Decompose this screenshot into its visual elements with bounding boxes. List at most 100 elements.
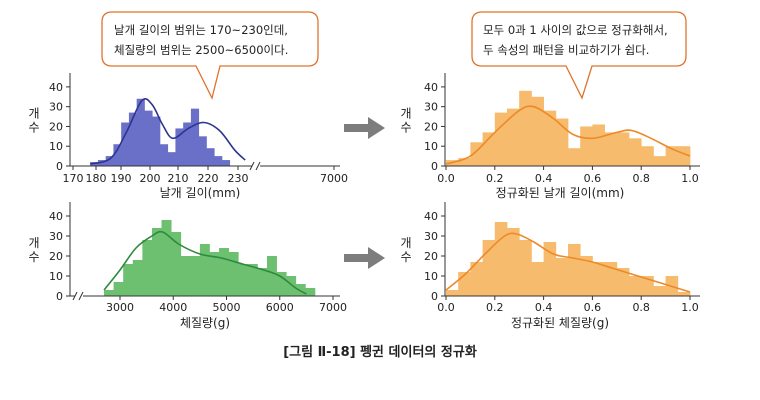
- flipper_norm-y-label-1: 수: [400, 121, 411, 135]
- flipper_raw-y-tick-label-0: 0: [56, 160, 63, 173]
- flipper_raw-bar-10: [167, 152, 176, 166]
- flipper_norm-x-tick-label-5: 1.0: [681, 172, 699, 185]
- flipper_norm-x-tick-label-4: 0.8: [632, 172, 650, 185]
- flipper_norm-y-tick-label-30: 30: [424, 101, 438, 114]
- mass_raw-bar-11: [209, 252, 220, 296]
- flipper_raw-bar-11: [175, 128, 184, 166]
- mass_norm-bar-12: [592, 262, 605, 296]
- mass_norm-y-tick-label-40: 40: [424, 210, 438, 223]
- mass_raw-y-tick-label-20: 20: [49, 250, 63, 263]
- mass_raw-y-tick-label-30: 30: [49, 230, 63, 243]
- flipper_norm-bar-6: [519, 90, 532, 166]
- figure-caption: [그림 Ⅱ-18] 펭귄 데이터의 정규화: [283, 344, 477, 360]
- flipper_raw-x-tick-label-3: 200: [140, 172, 161, 185]
- callout-left-line-1: 날개 길이의 범위는 170~230인데,: [114, 23, 288, 37]
- flipper_raw-bar-9: [159, 144, 169, 166]
- flipper_norm-x-tick-label-0: 0.0: [437, 172, 455, 185]
- flipper_raw-bar-5: [128, 112, 138, 166]
- mass_norm-bar-7: [531, 262, 544, 296]
- mass_norm-bar-15: [629, 276, 642, 296]
- flipper_norm-bar-18: [665, 146, 679, 166]
- mass_raw-y-label-0: 개: [28, 236, 39, 250]
- flipper_raw-y-tick-label-30: 30: [49, 101, 63, 114]
- mass_norm-x-tick-label-0: 0.0: [437, 301, 455, 314]
- mass_norm-x-tick-label-1: 0.2: [486, 301, 504, 314]
- mass_norm-bar-3: [482, 240, 496, 296]
- mass_raw-bar-10: [199, 244, 210, 296]
- mass_norm-x-tick-label-2: 0.4: [535, 301, 553, 314]
- flipper_norm-bar-14: [616, 132, 630, 166]
- kde-lines-layer: [89, 98, 691, 295]
- flipper_norm-x-tick-label-1: 0.2: [486, 172, 504, 185]
- flipper_norm-bar-16: [641, 146, 654, 166]
- flipper_raw-bar-16: [214, 156, 223, 166]
- mass_norm-x-label: 정규화된 체질량(g): [511, 316, 609, 330]
- flipper_norm-y-label-0: 개: [400, 107, 411, 121]
- flipper_raw-y-tick-label-40: 40: [49, 81, 63, 94]
- mass_raw-bar-1: [113, 282, 124, 296]
- mass_norm-y-tick-label-20: 20: [424, 250, 438, 263]
- flipper_raw-bar-13: [190, 108, 200, 166]
- mass_norm-y-tick-label-30: 30: [424, 230, 438, 243]
- flipper_raw-bar-2: [105, 156, 114, 166]
- mass_norm-y-label-1: 수: [400, 250, 411, 264]
- mass_raw-bar-2: [123, 264, 134, 296]
- mass_norm-bar-6: [519, 240, 532, 296]
- mass_raw-bar-15: [247, 264, 258, 296]
- flipper_raw-axis-break: [249, 161, 261, 171]
- callout-right-bubble: [471, 11, 687, 100]
- mass_raw-bar-17: [266, 256, 277, 296]
- mass_norm-y-label-0: 개: [400, 236, 411, 250]
- flipper_raw-x-tick-label-6: 230: [228, 172, 249, 185]
- mass_raw-bar-19: [286, 276, 297, 296]
- flipper_norm-y-tick-label-10: 10: [424, 140, 438, 153]
- mass_norm-bar-9: [555, 258, 569, 296]
- mass_raw-bar-9: [190, 256, 201, 296]
- flipper_raw-y-label-1: 수: [28, 121, 39, 135]
- bars-layer: [90, 90, 691, 296]
- mass_raw-bar-21: [305, 288, 316, 296]
- flipper_norm-bar-7: [531, 96, 544, 166]
- mass_raw-x-tick-label-1: 4000: [159, 301, 187, 314]
- flipper_norm-kde-line: [445, 105, 691, 165]
- mass_norm-y-tick-label-10: 10: [424, 270, 438, 283]
- flipper_raw-bar-1: [97, 160, 107, 166]
- flipper_raw-x-tick-label-1: 180: [86, 172, 107, 185]
- mass_norm-bar-16: [641, 276, 654, 296]
- mass_norm-bar-11: [580, 256, 593, 296]
- flipper_norm-y-tick-label-40: 40: [424, 81, 438, 94]
- flipper_raw-bar-15: [206, 148, 215, 166]
- flipper_norm-bar-9: [555, 118, 569, 166]
- arrow-right-top: [344, 117, 385, 139]
- arrow-right-bottom: [344, 247, 385, 269]
- flipper_norm-x-label: 정규화된 날개 길이(mm): [496, 186, 625, 200]
- mass_norm-bar-0: [446, 290, 459, 296]
- flipper_norm-bar-10: [568, 148, 581, 166]
- mass_raw-bar-5: [151, 228, 162, 296]
- flipper_raw-y-label-0: 개: [28, 107, 39, 121]
- flipper_norm-bar-1: [458, 158, 471, 166]
- mass_raw-x-tick-label-0: 3000: [106, 301, 134, 314]
- flipper_norm-bar-17: [653, 156, 666, 166]
- flipper_norm-y-tick-label-20: 20: [424, 120, 438, 133]
- flipper_norm-bar-5: [507, 108, 520, 166]
- mass_norm-bar-4: [494, 222, 508, 296]
- mass_norm-bar-10: [568, 244, 581, 296]
- mass_raw-y-tick-label-10: 10: [49, 270, 63, 283]
- mass_norm-bar-5: [507, 228, 520, 296]
- flipper_norm-x-tick-label-2: 0.4: [535, 172, 553, 185]
- mass_norm-x-tick-label-4: 0.8: [632, 301, 650, 314]
- mass_raw-axis-break: [72, 291, 84, 301]
- mass_raw-bar-13: [228, 252, 239, 296]
- flipper_raw-bar-8: [152, 116, 161, 166]
- mass_raw-bar-12: [219, 248, 230, 296]
- flipper_raw-x-label: 날개 길이(mm): [160, 186, 241, 200]
- mass_norm-kde-line: [445, 232, 691, 293]
- mass_norm-bar-19: [677, 292, 691, 296]
- mass_raw-y-tick-label-40: 40: [49, 210, 63, 223]
- mass_raw-bar-16: [257, 268, 268, 296]
- mass_raw-kde-line: [103, 230, 307, 295]
